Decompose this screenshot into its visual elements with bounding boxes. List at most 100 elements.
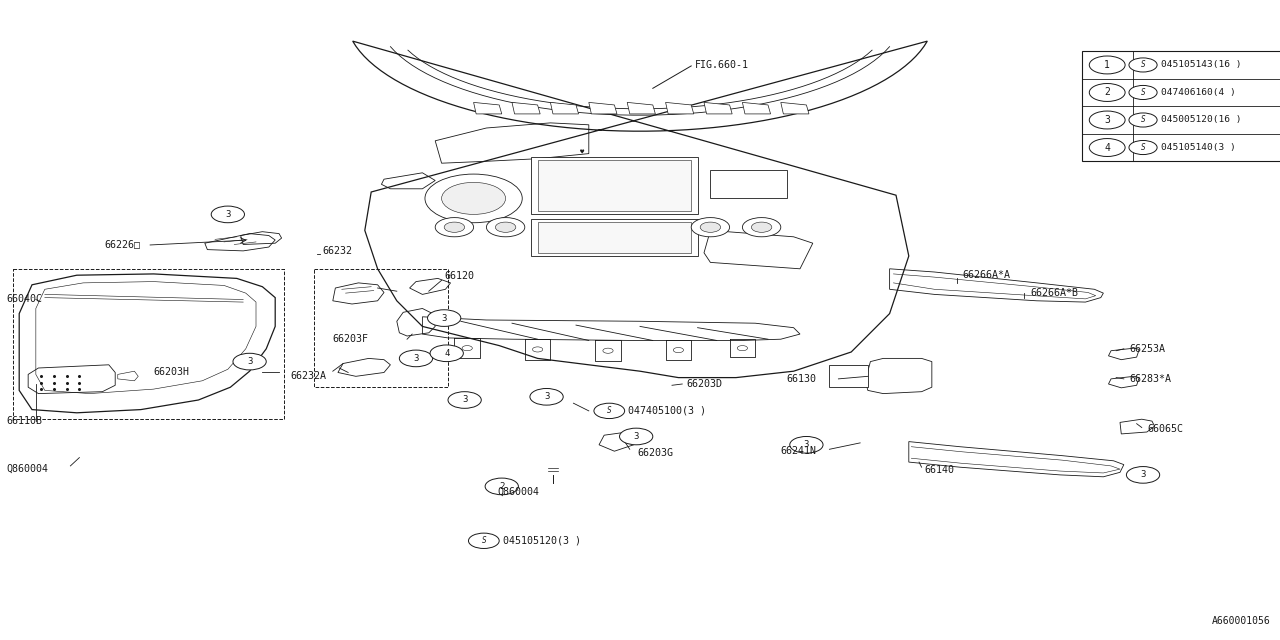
- Polygon shape: [781, 102, 809, 114]
- Circle shape: [442, 182, 506, 214]
- Text: S: S: [1140, 88, 1146, 97]
- Text: 66110B: 66110B: [6, 416, 42, 426]
- Circle shape: [737, 346, 748, 351]
- Circle shape: [1089, 138, 1125, 156]
- Circle shape: [233, 353, 266, 370]
- Text: A660001056: A660001056: [1212, 616, 1271, 626]
- Circle shape: [485, 478, 518, 495]
- Text: 1: 1: [1105, 60, 1110, 70]
- Text: 66065C: 66065C: [1147, 424, 1183, 434]
- Text: Q860004: Q860004: [6, 463, 49, 474]
- Text: Q860004: Q860004: [498, 486, 539, 497]
- Text: 3: 3: [804, 440, 809, 449]
- Circle shape: [444, 222, 465, 232]
- Circle shape: [430, 345, 463, 362]
- Circle shape: [790, 436, 823, 453]
- Text: 045105140(3 ): 045105140(3 ): [1161, 143, 1235, 152]
- Bar: [531, 157, 698, 214]
- Text: 3: 3: [634, 432, 639, 441]
- Circle shape: [673, 348, 684, 353]
- Bar: [710, 170, 787, 198]
- Circle shape: [1089, 83, 1125, 102]
- Text: 66226□: 66226□: [105, 239, 141, 250]
- Polygon shape: [742, 102, 771, 114]
- Circle shape: [1129, 86, 1157, 99]
- Circle shape: [691, 218, 730, 237]
- Circle shape: [742, 218, 781, 237]
- Circle shape: [530, 388, 563, 405]
- Polygon shape: [627, 102, 655, 114]
- Text: 3: 3: [225, 210, 230, 219]
- Circle shape: [700, 222, 721, 232]
- Circle shape: [594, 403, 625, 419]
- Text: 045005120(16 ): 045005120(16 ): [1161, 115, 1242, 125]
- Circle shape: [1129, 58, 1157, 72]
- Text: S: S: [607, 406, 612, 415]
- Bar: [829, 365, 868, 387]
- Text: 4: 4: [1105, 143, 1110, 152]
- Circle shape: [532, 347, 543, 352]
- Polygon shape: [474, 102, 502, 114]
- Text: 3: 3: [1140, 470, 1146, 479]
- Circle shape: [428, 310, 461, 326]
- Polygon shape: [589, 102, 617, 114]
- Text: 2: 2: [1105, 88, 1110, 97]
- Text: S: S: [481, 536, 486, 545]
- Polygon shape: [512, 102, 540, 114]
- Text: 045105120(3 ): 045105120(3 ): [503, 536, 581, 546]
- Text: S: S: [1140, 115, 1146, 125]
- Text: 66040C: 66040C: [6, 294, 42, 304]
- Text: 045105143(16 ): 045105143(16 ): [1161, 60, 1242, 70]
- Text: 66130: 66130: [787, 374, 817, 384]
- Text: 4: 4: [444, 349, 449, 358]
- Text: 3: 3: [247, 357, 252, 366]
- Text: S: S: [1140, 143, 1146, 152]
- Text: 66203H: 66203H: [154, 367, 189, 378]
- Text: 2: 2: [499, 482, 504, 491]
- Circle shape: [211, 206, 244, 223]
- Text: 3: 3: [1105, 115, 1110, 125]
- Text: 66241N: 66241N: [781, 446, 817, 456]
- Circle shape: [486, 218, 525, 237]
- Circle shape: [425, 174, 522, 223]
- Circle shape: [751, 222, 772, 232]
- Text: 66266A*B: 66266A*B: [1030, 288, 1079, 298]
- Text: 047405100(3 ): 047405100(3 ): [628, 406, 707, 416]
- Bar: [538, 160, 691, 211]
- Circle shape: [1089, 56, 1125, 74]
- Circle shape: [620, 428, 653, 445]
- Circle shape: [462, 346, 472, 351]
- Circle shape: [495, 222, 516, 232]
- Text: 3: 3: [544, 392, 549, 401]
- Circle shape: [468, 533, 499, 548]
- Bar: [1082, 51, 1280, 161]
- Circle shape: [448, 392, 481, 408]
- Text: 66253A: 66253A: [1129, 344, 1165, 354]
- Text: 66203F: 66203F: [333, 334, 369, 344]
- Text: 66232: 66232: [323, 246, 352, 256]
- Circle shape: [399, 350, 433, 367]
- Text: 66266A*A: 66266A*A: [963, 270, 1011, 280]
- Circle shape: [1129, 140, 1157, 154]
- Bar: [531, 219, 698, 256]
- Polygon shape: [704, 102, 732, 114]
- Text: 3: 3: [462, 396, 467, 404]
- Text: FIG.660-1: FIG.660-1: [695, 60, 749, 70]
- Circle shape: [435, 218, 474, 237]
- Bar: [538, 222, 691, 253]
- Text: 3: 3: [413, 354, 419, 363]
- Text: 66232A: 66232A: [291, 371, 326, 381]
- Text: 047406160(4 ): 047406160(4 ): [1161, 88, 1235, 97]
- Circle shape: [603, 348, 613, 353]
- Text: 3: 3: [442, 314, 447, 323]
- Polygon shape: [550, 102, 579, 114]
- Text: 66203G: 66203G: [637, 448, 673, 458]
- Text: 66140: 66140: [924, 465, 954, 476]
- Text: 66120: 66120: [444, 271, 474, 282]
- Text: ♥: ♥: [580, 149, 585, 156]
- Polygon shape: [666, 102, 694, 114]
- Text: 66203D: 66203D: [686, 379, 722, 389]
- Text: S: S: [1140, 60, 1146, 70]
- Circle shape: [1089, 111, 1125, 129]
- Text: 66283*A: 66283*A: [1129, 374, 1171, 384]
